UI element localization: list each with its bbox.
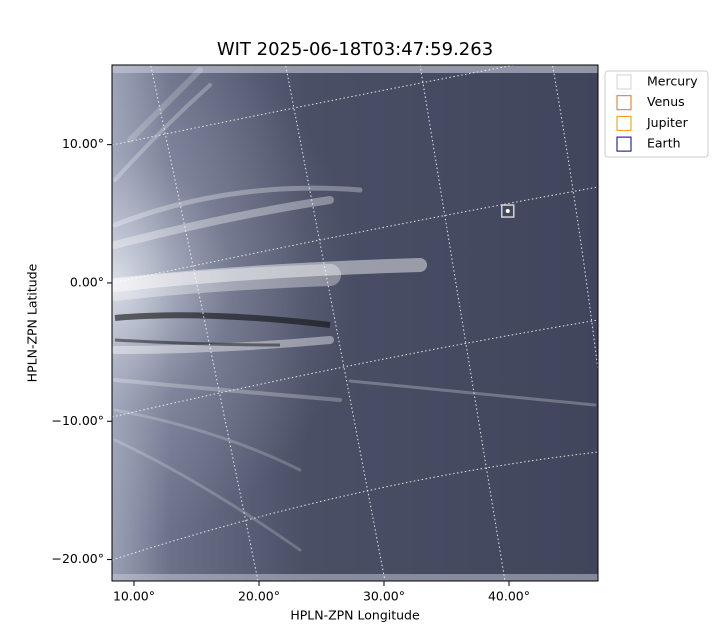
planet-dot	[505, 209, 510, 214]
legend-swatch	[616, 115, 632, 131]
y-tick-label: −10.00°	[51, 413, 104, 428]
image	[112, 65, 598, 581]
y-axis-label: HPLN-ZPN Latitude	[25, 263, 40, 382]
x-tick-label: 10.00°	[113, 589, 155, 604]
legend-label: Venus	[647, 94, 685, 109]
planet-marker	[501, 204, 515, 218]
legend-swatch	[616, 95, 632, 111]
x-tick-label: 30.00°	[363, 589, 405, 604]
legend	[604, 70, 709, 158]
x-tick-label: 20.00°	[238, 589, 280, 604]
legend-swatch	[616, 136, 632, 152]
x-tick-label: 40.00°	[488, 589, 530, 604]
x-axis-label: HPLN-ZPN Longitude	[290, 608, 420, 623]
chart-title: WIT 2025-06-18T03:47:59.263	[217, 39, 493, 60]
y-tick-label: 10.00°	[62, 136, 104, 151]
plot-frame	[111, 64, 599, 582]
legend-swatch	[616, 74, 632, 90]
y-tick-label: −20.00°	[51, 551, 104, 566]
legend-label: Jupiter	[646, 115, 689, 130]
legend-label: Earth	[647, 136, 681, 151]
y-tick-label: 0.00°	[70, 274, 104, 289]
legend-label: Mercury	[647, 74, 698, 89]
